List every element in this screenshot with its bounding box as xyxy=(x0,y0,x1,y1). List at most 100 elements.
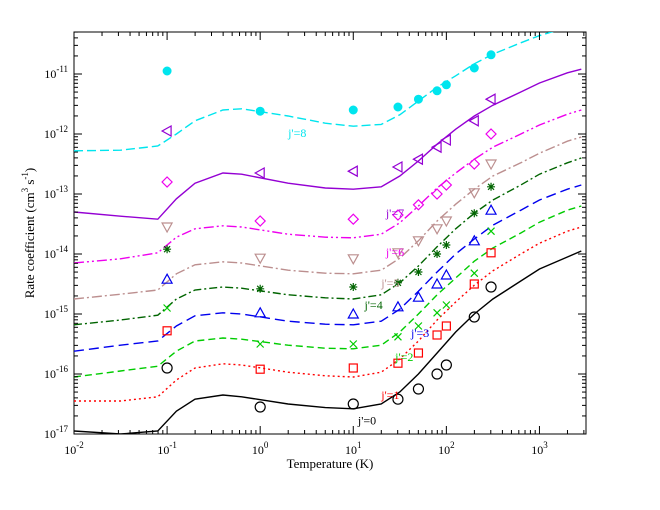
data-point-j5 xyxy=(161,222,174,234)
data-point-j2 xyxy=(394,332,402,341)
x-tick-exp: -2 xyxy=(76,440,84,450)
y-axis-title-sup1: 3 xyxy=(20,187,30,192)
data-point-j4 xyxy=(414,268,423,276)
data-point-j7 xyxy=(412,153,424,166)
data-point-j0 xyxy=(431,368,443,380)
y-axis-title-main: Rate coefficient (cm xyxy=(22,192,37,298)
y-tick-base: 10 xyxy=(44,67,56,81)
data-point-j1 xyxy=(486,248,496,258)
data-point-j5 xyxy=(468,188,481,200)
data-point-j7 xyxy=(440,133,451,147)
data-point-j2 xyxy=(256,340,265,348)
y-tick-exp: -14 xyxy=(56,244,68,254)
x-tick-exp: -1 xyxy=(169,440,177,450)
y-tick-exp: -17 xyxy=(56,424,68,434)
x-tick-exp: 1 xyxy=(357,440,362,450)
data-point-j6 xyxy=(347,213,360,226)
data-point-j6 xyxy=(431,188,443,200)
data-point-j7 xyxy=(347,165,358,178)
series-label-j6: j'=6 xyxy=(385,245,404,259)
x-tick-exp: 2 xyxy=(450,440,455,450)
y-tick-label: 10-14 xyxy=(44,244,68,261)
data-point-j1 xyxy=(255,364,265,374)
series-line-j4 xyxy=(74,157,582,326)
x-tick-exp: 3 xyxy=(543,440,548,450)
series-label-j7: j'=7 xyxy=(385,206,404,220)
points-layer xyxy=(160,50,498,413)
data-point-j3 xyxy=(161,272,174,284)
series-line-j8 xyxy=(74,32,554,152)
series-line-j5 xyxy=(74,136,582,300)
y-axis-title-end: ) xyxy=(22,168,37,172)
y-tick-base: 10 xyxy=(44,307,56,321)
data-point-j7 xyxy=(253,166,265,180)
data-point-j8 xyxy=(393,102,403,112)
data-point-j8 xyxy=(469,63,479,73)
data-point-j7 xyxy=(391,160,403,174)
data-point-j5 xyxy=(347,254,360,266)
data-point-j7 xyxy=(468,114,479,127)
data-point-j1 xyxy=(413,348,424,358)
data-point-j4 xyxy=(433,250,442,258)
y-tick-base: 10 xyxy=(44,247,56,261)
y-tick-exp: -12 xyxy=(56,124,68,134)
y-tick-label: 10-16 xyxy=(44,364,68,381)
data-point-j4 xyxy=(487,182,496,191)
series-label-j0: j'=0 xyxy=(357,413,376,427)
data-point-j5 xyxy=(440,216,453,228)
data-point-j5 xyxy=(412,236,425,248)
data-point-j1 xyxy=(469,279,479,289)
data-point-j6 xyxy=(392,209,404,221)
y-tick-base: 10 xyxy=(44,427,56,441)
data-point-j6 xyxy=(468,158,481,170)
data-point-j3 xyxy=(391,300,404,312)
x-tick-exp: 0 xyxy=(264,440,269,450)
data-point-j7 xyxy=(430,141,442,154)
data-point-j3 xyxy=(412,290,425,302)
data-point-j0 xyxy=(468,311,480,323)
series-line-j6 xyxy=(74,109,582,264)
data-point-j8 xyxy=(255,106,265,116)
data-point-j2 xyxy=(433,308,441,317)
data-point-j5 xyxy=(391,248,404,260)
data-point-j2 xyxy=(470,269,479,278)
data-point-j0 xyxy=(392,393,404,405)
data-point-j6 xyxy=(440,179,453,191)
data-point-j8 xyxy=(432,86,442,96)
data-point-j3 xyxy=(468,234,481,246)
data-point-j0 xyxy=(161,362,173,374)
y-tick-label: 10-12 xyxy=(44,124,68,141)
data-point-j6 xyxy=(161,176,173,188)
x-tick-label: 102 xyxy=(438,440,455,457)
data-point-j2 xyxy=(414,322,423,330)
data-point-j4 xyxy=(163,245,172,254)
y-tick-label: 10-15 xyxy=(44,304,68,321)
data-point-j4 xyxy=(442,241,451,249)
data-point-j8 xyxy=(441,80,451,90)
y-axis-title: Rate coefficient (cm3 s-1) xyxy=(20,168,37,299)
data-point-j4 xyxy=(256,284,265,293)
data-point-j5 xyxy=(431,224,444,236)
curves-layer xyxy=(74,32,582,434)
series-line-j3 xyxy=(74,184,582,352)
data-point-j8 xyxy=(486,50,496,60)
data-point-j1 xyxy=(441,321,451,331)
data-point-j0 xyxy=(347,398,359,410)
data-point-j0 xyxy=(485,281,497,293)
y-axis-title-sup2: -1 xyxy=(20,172,30,180)
x-tick-base: 10 xyxy=(438,443,450,457)
data-point-j7 xyxy=(484,93,496,106)
data-point-j2 xyxy=(163,304,172,312)
data-point-j3 xyxy=(485,203,498,215)
series-line-j0 xyxy=(74,250,582,434)
y-tick-exp: -15 xyxy=(56,304,68,314)
series-label-j5: j'=5 xyxy=(380,276,399,290)
series-label-j4: j'=4 xyxy=(363,298,382,312)
data-point-j0 xyxy=(412,383,425,395)
y-tick-exp: -16 xyxy=(56,364,68,374)
x-tick-label: 103 xyxy=(531,440,548,457)
series-label-j3: j'=3 xyxy=(410,326,429,340)
y-tick-base: 10 xyxy=(44,127,56,141)
data-point-j4 xyxy=(349,283,358,291)
data-point-j6 xyxy=(412,198,425,211)
